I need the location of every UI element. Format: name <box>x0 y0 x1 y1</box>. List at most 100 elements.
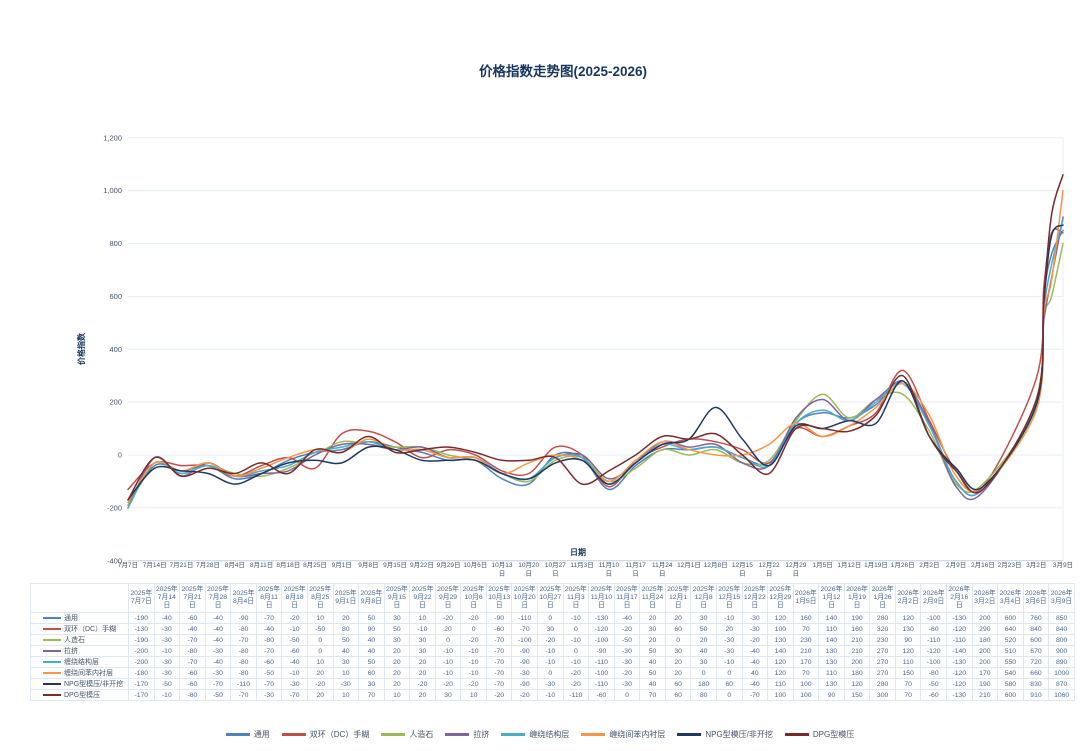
table-value-cell: 40 <box>358 645 385 658</box>
legend-line-icon <box>677 733 702 736</box>
table-value-cell: 800 <box>1048 634 1075 647</box>
y-axis-tick-label: 400 <box>109 345 122 354</box>
table-value-cell: 10 <box>332 667 360 680</box>
table-value-cell: 270 <box>869 667 896 680</box>
table-value-cell: -80 <box>230 645 257 658</box>
table-value-cell: 50 <box>639 667 666 680</box>
table-date-header: 2026年1月26日 <box>869 582 896 614</box>
table-value-cell: -20 <box>741 634 769 647</box>
series-swatch-icon <box>43 683 61 686</box>
table-value-cell: 20 <box>664 656 692 669</box>
table-value-cell: -20 <box>562 667 590 680</box>
table-value-cell: -70 <box>485 667 513 680</box>
table-value-cell: -40 <box>204 623 232 636</box>
table-value-cell: 30 <box>409 645 436 658</box>
table-value-cell: -20 <box>306 678 334 691</box>
table-value-cell: -10 <box>562 634 590 647</box>
table-value-cell: -120 <box>946 667 973 680</box>
table-value-cell: 130 <box>818 678 845 691</box>
table-value-cell: 910 <box>1022 689 1050 702</box>
x-axis-tick-label: 10月27 日 <box>545 561 566 578</box>
table-value-cell: -10 <box>715 612 743 625</box>
chart-title: 价格指数走势图(2025-2026) <box>478 64 648 79</box>
table-value-cell: 200 <box>971 612 999 625</box>
table-value-cell: 180 <box>843 667 871 680</box>
legend-item[interactable]: 缠绕结构层 <box>501 729 569 740</box>
series-name: 缠绕结构层 <box>64 659 99 667</box>
legend-item[interactable]: 拉挤 <box>445 729 489 740</box>
legend-label: 通用 <box>253 730 270 739</box>
table-value-cell: -70 <box>485 656 513 669</box>
table-value-cell: -20 <box>460 634 487 647</box>
table-value-cell: -10 <box>715 656 743 669</box>
table-value-cell: 30 <box>332 656 360 669</box>
table-value-cell: 30 <box>434 689 462 702</box>
table-value-cell: -80 <box>920 667 947 680</box>
table-value-cell: 1060 <box>1048 689 1075 702</box>
table-value-cell: -30 <box>715 634 743 647</box>
legend-line-icon <box>225 733 250 736</box>
table-value-cell: -70 <box>255 645 283 658</box>
data-table-wrap: 2025年7月7日 2025年7月14日 2025年7月21日 2025年7月28日 2… <box>30 582 1075 702</box>
legend-item[interactable]: NPG型模压/非开挖 <box>677 729 773 740</box>
series-line-缠绕间苯内衬层 <box>127 189 1064 504</box>
table-value-cell: 40 <box>741 667 769 680</box>
x-axis-tick-label: 7月28日 <box>196 561 220 569</box>
table-row-label: 通用 <box>30 612 129 625</box>
series-swatch-icon <box>43 628 61 631</box>
table-date-header: 2025年9月8日 <box>358 582 385 614</box>
table-value-cell: -90 <box>230 612 257 625</box>
table-value-cell: 0 <box>715 689 743 702</box>
x-axis-tick-label: 7月21日 <box>169 561 193 569</box>
legend-line-icon <box>445 733 470 736</box>
table-row-label: 双环（DC）手糊 <box>30 623 129 636</box>
table-value-cell: -70 <box>485 634 513 647</box>
table-value-cell: 80 <box>690 689 717 702</box>
series-line-通用 <box>127 229 1064 506</box>
table-value-cell: 320 <box>869 623 896 636</box>
table-date-header: 2025年9月1日 <box>332 582 360 614</box>
legend-item[interactable]: 双环（DC）手糊 <box>281 729 369 740</box>
y-axis-title: 价格指数 <box>76 332 86 365</box>
x-axis-tick-label: 2月23日 <box>998 561 1022 569</box>
x-axis-tick-label: 3月9日 <box>1053 561 1073 569</box>
table-value-cell: -30 <box>741 623 769 636</box>
table-value-cell: 20 <box>332 612 360 625</box>
legend-item[interactable]: 通用 <box>225 729 270 740</box>
table-value-cell: -40 <box>741 678 769 691</box>
table-value-cell: 20 <box>639 634 666 647</box>
table-value-cell: 0 <box>537 612 564 625</box>
table-date-header: 2026年2月16日 <box>946 582 973 614</box>
table-value-cell: -40 <box>741 656 769 669</box>
table-value-cell: -10 <box>537 656 564 669</box>
legend-label: 缠绕结构层 <box>529 730 570 739</box>
table-value-cell: -70 <box>485 645 513 658</box>
legend-item[interactable]: 缠绕间苯内衬层 <box>581 729 665 740</box>
table-value-cell: 870 <box>1048 678 1075 691</box>
x-axis-tick-label: 11月17 日 <box>625 561 646 578</box>
table-value-cell: -10 <box>562 612 590 625</box>
table-value-cell: -120 <box>920 645 947 658</box>
table-value-cell: -130 <box>946 612 973 625</box>
table-value-cell: 140 <box>767 645 794 658</box>
x-axis-tick-label: 8月25日 <box>303 561 327 569</box>
x-axis-tick-label: 8月11日 <box>250 561 273 569</box>
table-value-cell: -50 <box>613 634 641 647</box>
table-value-cell: -120 <box>588 623 615 636</box>
legend-item[interactable]: 人造石 <box>381 729 433 740</box>
legend-item[interactable]: DPG型模压 <box>784 729 854 740</box>
table-value-cell: 10 <box>306 656 334 669</box>
table-value-cell: 190 <box>971 678 999 691</box>
table-value-cell: 50 <box>332 634 360 647</box>
table-date-header: 2025年10月20日 <box>511 582 538 614</box>
table-value-cell: -60 <box>588 689 615 702</box>
table-value-cell: -70 <box>255 678 283 691</box>
table-value-cell: -110 <box>230 678 257 691</box>
table-value-cell: 50 <box>690 623 717 636</box>
y-axis-tick-label: 800 <box>109 239 122 248</box>
table-value-cell: -100 <box>511 634 538 647</box>
table-value-cell: 670 <box>1022 645 1050 658</box>
table-value-cell: 100 <box>767 623 794 636</box>
table-value-cell: -80 <box>255 634 283 647</box>
series-name: 人造石 <box>64 637 85 645</box>
